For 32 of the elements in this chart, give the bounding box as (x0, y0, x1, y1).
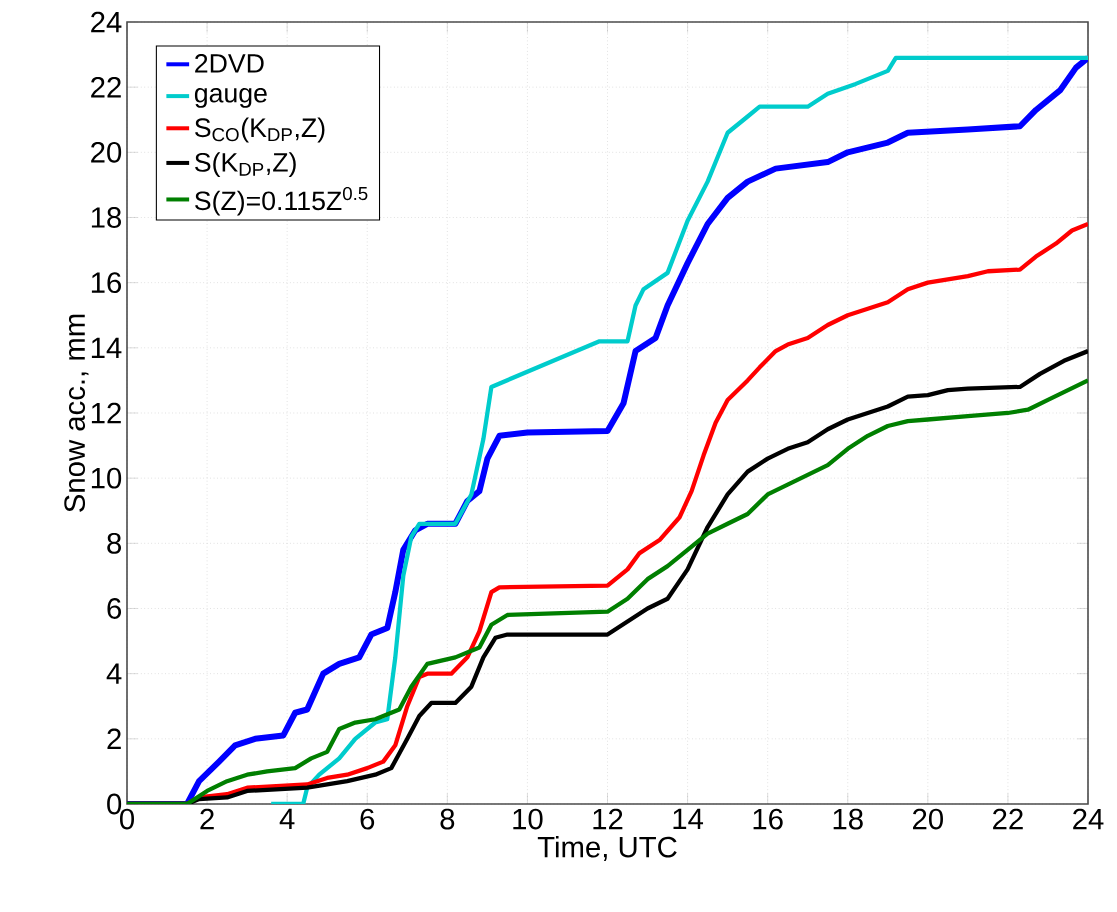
y-tick-label: 24 (91, 11, 122, 33)
x-tick-label: 18 (833, 808, 863, 830)
x-tick-label: 6 (360, 808, 375, 830)
x-tick-label: 4 (279, 808, 295, 829)
x-tick-label: 10 (513, 808, 543, 830)
legend-label: 2DVD (195, 53, 264, 73)
y-axis-title: Snow acc., mm (64, 314, 89, 512)
x-tick-label: 2 (200, 808, 214, 830)
x-tick-label: 14 (673, 808, 704, 829)
y-tick-label: 2 (107, 728, 121, 750)
x-tick-label: 22 (993, 808, 1023, 830)
y-tick-label: 12 (91, 402, 121, 424)
x-tick-label: 12 (593, 808, 623, 830)
y-tick-label: 20 (91, 141, 122, 163)
x-axis-title: Time, UTC (537, 835, 677, 861)
y-tick-label: 22 (91, 76, 121, 98)
y-tick-label: 10 (91, 467, 122, 489)
y-tick-label: 16 (91, 272, 122, 294)
x-tick-label: 20 (913, 808, 943, 830)
y-tick-label: 0 (107, 793, 122, 815)
legend-label: S(K$_{DP}$,Z) (195, 152, 296, 178)
legend-label: S(Z)=0.115Z$^{0.5}$ (195, 186, 368, 216)
y-tick-label: 8 (107, 532, 122, 554)
x-tick-label: 24 (1073, 808, 1104, 830)
legend-label: S$_{CO}$(K$_{DP}$,Z) (195, 117, 325, 143)
y-tick-label: 4 (106, 663, 122, 684)
x-tick-label: 16 (753, 808, 783, 830)
y-tick-label: 6 (107, 598, 122, 619)
y-tick-label: 18 (91, 207, 122, 228)
y-tick-label: 14 (91, 337, 122, 358)
legend-label: gauge (194, 87, 267, 108)
x-tick-label: 8 (440, 808, 455, 830)
